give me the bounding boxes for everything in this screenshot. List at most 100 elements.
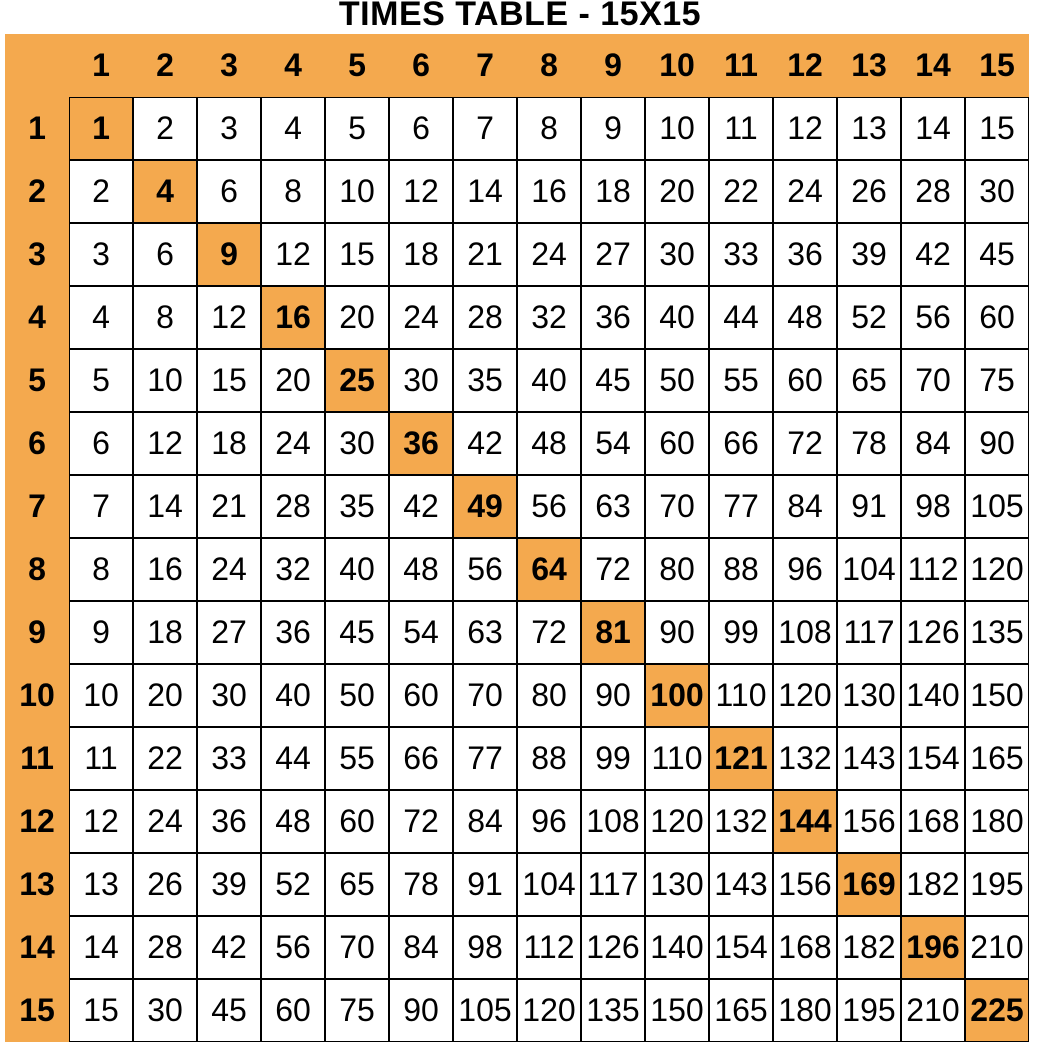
cell-1-10: 10 [645,97,709,160]
cell-11-15: 165 [965,727,1029,790]
cell-5-1: 5 [69,349,133,412]
cell-3-6: 18 [389,223,453,286]
row-header-14: 14 [5,916,69,979]
cell-13-3: 39 [197,853,261,916]
cell-6-2: 12 [133,412,197,475]
cell-7-14: 98 [901,475,965,538]
cell-3-8: 24 [517,223,581,286]
cell-14-5: 70 [325,916,389,979]
cell-2-14: 28 [901,160,965,223]
cell-8-3: 24 [197,538,261,601]
cell-1-2: 2 [133,97,197,160]
cell-3-1: 3 [69,223,133,286]
cell-11-3: 33 [197,727,261,790]
cell-7-4: 28 [261,475,325,538]
cell-4-12: 48 [773,286,837,349]
times-table-grid: 1234567891011121314151123456789101112131… [5,34,1035,1042]
cell-7-6: 42 [389,475,453,538]
cell-15-5: 75 [325,979,389,1042]
cell-12-10: 120 [645,790,709,853]
cell-12-6: 72 [389,790,453,853]
col-header-9: 9 [581,34,645,97]
cell-11-9: 99 [581,727,645,790]
cell-3-13: 39 [837,223,901,286]
cell-10-11: 110 [709,664,773,727]
cell-12-14: 168 [901,790,965,853]
cell-11-4: 44 [261,727,325,790]
cell-12-13: 156 [837,790,901,853]
cell-2-6: 12 [389,160,453,223]
cell-5-10: 50 [645,349,709,412]
cell-7-12: 84 [773,475,837,538]
col-header-13: 13 [837,34,901,97]
cell-8-11: 88 [709,538,773,601]
cell-5-9: 45 [581,349,645,412]
cell-14-2: 28 [133,916,197,979]
cell-11-6: 66 [389,727,453,790]
cell-10-9: 90 [581,664,645,727]
cell-12-5: 60 [325,790,389,853]
cell-8-8: 64 [517,538,581,601]
cell-7-3: 21 [197,475,261,538]
cell-15-4: 60 [261,979,325,1042]
cell-1-9: 9 [581,97,645,160]
cell-2-2: 4 [133,160,197,223]
cell-7-1: 7 [69,475,133,538]
cell-9-13: 117 [837,601,901,664]
cell-13-9: 117 [581,853,645,916]
cell-12-2: 24 [133,790,197,853]
cell-7-9: 63 [581,475,645,538]
cell-9-4: 36 [261,601,325,664]
cell-3-3: 9 [197,223,261,286]
cell-10-10: 100 [645,664,709,727]
cell-1-14: 14 [901,97,965,160]
col-header-6: 6 [389,34,453,97]
cell-10-6: 60 [389,664,453,727]
cell-8-13: 104 [837,538,901,601]
cell-12-11: 132 [709,790,773,853]
col-header-2: 2 [133,34,197,97]
cell-15-3: 45 [197,979,261,1042]
cell-3-7: 21 [453,223,517,286]
col-header-15: 15 [965,34,1029,97]
cell-8-7: 56 [453,538,517,601]
cell-14-9: 126 [581,916,645,979]
cell-5-7: 35 [453,349,517,412]
cell-12-9: 108 [581,790,645,853]
row-header-10: 10 [5,664,69,727]
cell-3-14: 42 [901,223,965,286]
cell-6-10: 60 [645,412,709,475]
cell-13-12: 156 [773,853,837,916]
cell-12-1: 12 [69,790,133,853]
cell-1-6: 6 [389,97,453,160]
cell-4-3: 12 [197,286,261,349]
cell-14-12: 168 [773,916,837,979]
cell-13-11: 143 [709,853,773,916]
col-header-3: 3 [197,34,261,97]
cell-2-8: 16 [517,160,581,223]
cell-6-3: 18 [197,412,261,475]
cell-8-15: 120 [965,538,1029,601]
cell-3-5: 15 [325,223,389,286]
col-header-5: 5 [325,34,389,97]
cell-4-9: 36 [581,286,645,349]
row-header-9: 9 [5,601,69,664]
cell-5-2: 10 [133,349,197,412]
cell-6-12: 72 [773,412,837,475]
cell-4-13: 52 [837,286,901,349]
cell-1-4: 4 [261,97,325,160]
cell-5-15: 75 [965,349,1029,412]
cell-13-14: 182 [901,853,965,916]
cell-5-13: 65 [837,349,901,412]
cell-15-2: 30 [133,979,197,1042]
cell-4-4: 16 [261,286,325,349]
cell-6-4: 24 [261,412,325,475]
col-header-8: 8 [517,34,581,97]
row-header-8: 8 [5,538,69,601]
cell-10-12: 120 [773,664,837,727]
cell-13-6: 78 [389,853,453,916]
cell-15-12: 180 [773,979,837,1042]
cell-5-8: 40 [517,349,581,412]
row-header-5: 5 [5,349,69,412]
cell-3-12: 36 [773,223,837,286]
